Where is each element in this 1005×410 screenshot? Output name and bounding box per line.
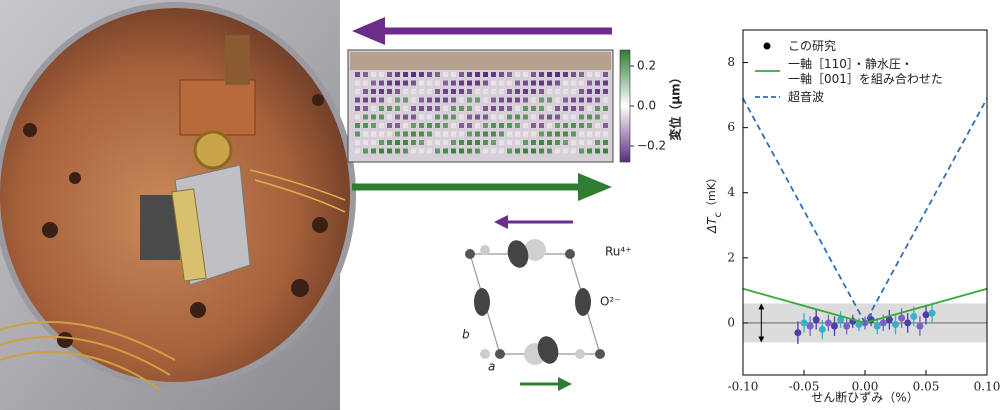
ru-label: Ru⁴⁺ <box>605 245 632 259</box>
legend-label: この研究 <box>788 38 836 53</box>
y-tick-label: 2 <box>727 250 735 264</box>
point <box>898 315 905 322</box>
a-label: a <box>488 360 495 374</box>
colorbar-tick-label: −0.2 <box>637 139 666 153</box>
point <box>929 310 936 317</box>
colorbar-label: 変位（μm） <box>668 71 683 140</box>
point <box>801 319 808 326</box>
colorbar-tick-label: 0.2 <box>637 59 656 73</box>
legend-label: 超音波 <box>788 89 824 104</box>
colorbar-tick-label: 0.0 <box>637 99 656 113</box>
b-label: b <box>462 328 470 342</box>
x-tick-label: -0.10 <box>728 380 759 394</box>
point <box>813 316 820 323</box>
o-label: O²⁻ <box>600 295 621 309</box>
y-tick-label: 8 <box>727 55 735 69</box>
legend-label: 一軸［110］・静水圧・一軸［001］を組み合わせた <box>788 57 943 86</box>
point <box>874 323 881 330</box>
y-axis-label-part: ΔT <box>705 216 719 234</box>
series-line <box>743 98 987 323</box>
point <box>916 323 923 330</box>
point <box>923 311 930 318</box>
x-tick-label: 0.10 <box>974 380 1001 394</box>
y-tick-label: 0 <box>727 315 735 329</box>
arrow-head <box>578 173 612 201</box>
legend-marker <box>764 43 771 50</box>
point <box>843 323 850 330</box>
point <box>892 321 899 328</box>
arrow-head <box>352 17 385 45</box>
y-axis-label: ΔTc（mK） <box>705 172 724 234</box>
x-axis-label: せん断ひずみ（%） <box>811 390 918 405</box>
y-tick-label: 4 <box>727 185 735 199</box>
point <box>794 329 801 336</box>
point <box>831 323 838 330</box>
colorbar <box>620 50 630 162</box>
crystal <box>465 215 605 391</box>
point <box>807 323 814 330</box>
point <box>819 326 826 333</box>
point <box>910 313 917 320</box>
point <box>904 319 911 326</box>
point <box>825 319 832 326</box>
sample-edge <box>350 52 611 70</box>
y-axis-label-part: （mK） <box>705 172 718 212</box>
figure: 変位（μm） 0.20.0−0.2 Ru⁴⁺ O²⁻ b a -0.10-0.0… <box>0 0 1005 410</box>
point <box>880 319 887 326</box>
y-tick-label: 6 <box>727 120 735 134</box>
photo <box>0 0 353 410</box>
